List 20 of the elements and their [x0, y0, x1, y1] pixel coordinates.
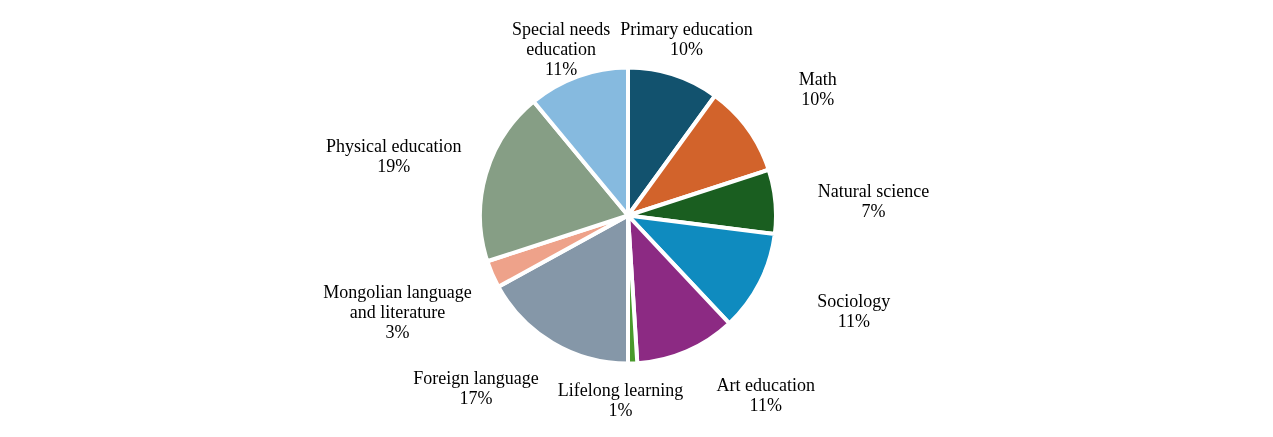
slice-label: Lifelong learning	[557, 379, 684, 400]
slice-label: Special needs education	[511, 18, 611, 59]
data-label: 11%	[749, 394, 782, 415]
data-label: 10%	[801, 89, 835, 110]
data-label: 19%	[377, 156, 411, 177]
data-label: 11%	[544, 58, 578, 79]
data-label: 7%	[861, 201, 886, 222]
slice-label: Art education	[716, 374, 815, 395]
data-label: 11%	[837, 311, 871, 332]
data-label: 3%	[385, 321, 410, 342]
slice-label: Natural science	[817, 181, 930, 202]
slice-label: Physical education	[325, 136, 462, 157]
data-label: 1%	[608, 399, 633, 420]
data-label: 17%	[459, 387, 493, 408]
slice-label: Mongolian language and literature	[323, 281, 472, 322]
data-label: 10%	[670, 38, 704, 59]
slice-label: Math	[798, 69, 837, 90]
slice-label: Sociology	[817, 291, 891, 312]
slice-label: Foreign language	[413, 367, 539, 388]
slice-label: Primary education	[620, 18, 753, 39]
